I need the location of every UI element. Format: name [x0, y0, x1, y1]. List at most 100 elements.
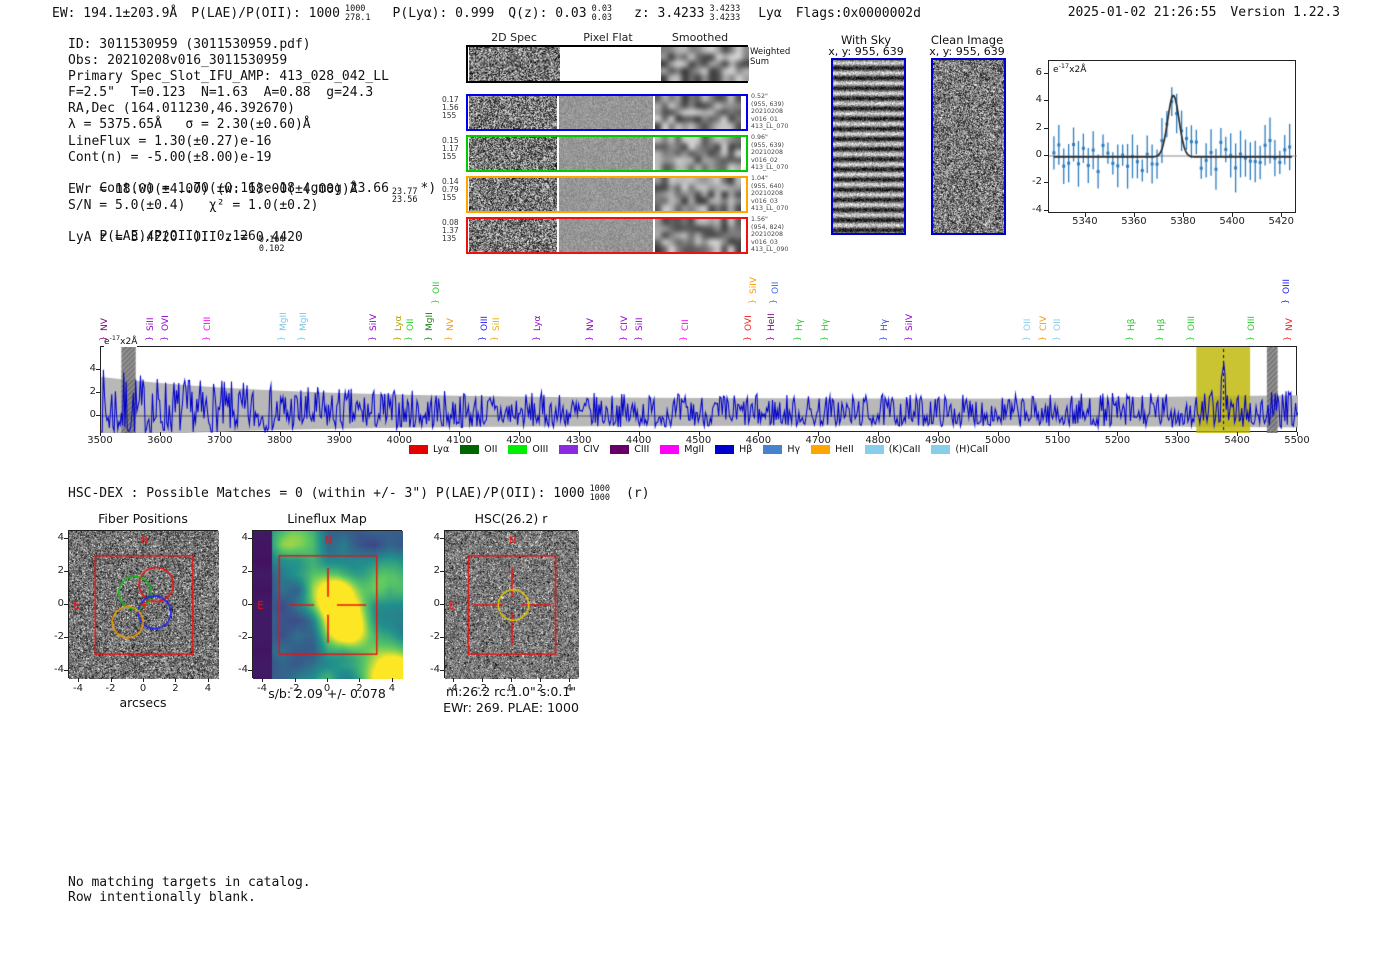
axis-tick-label: -2: [238, 630, 248, 642]
spec2d-row-weights: 0.08 1.37 135: [442, 218, 459, 243]
line-label-bracket: {: [618, 335, 628, 342]
legend-item: OIII: [508, 444, 548, 455]
spec2d-image: [469, 47, 560, 81]
legend-label: CIII: [634, 444, 650, 455]
info-photometry: F=2.5" T=0.123 N=1.63 A=0.88 g=24.3: [68, 85, 374, 101]
header-z: z: 3.4233: [634, 6, 705, 21]
legend-swatch: [408, 445, 428, 454]
header-plae-fraction: 1000 278.1: [344, 4, 371, 23]
col-header-pixelflat: Pixel Flat: [583, 31, 633, 44]
axis-tick-label: 0: [241, 598, 248, 609]
axis-tick-mark: [327, 678, 328, 682]
axis-tick-label: 3900: [326, 435, 353, 446]
axis-tick-label: -2: [476, 683, 487, 694]
axis-tick-label: -4: [1032, 203, 1042, 215]
axis-tick-label: 4400: [625, 435, 652, 446]
info-plae-fraction: 0.164 0.102: [258, 235, 285, 254]
spec2d-row: [466, 217, 748, 254]
axis-tick-label: 4: [241, 532, 248, 544]
line-label-bracket: {: [878, 335, 888, 342]
header-flags: Flags:0x0000002d: [795, 6, 921, 21]
axis-tick-label: -2: [105, 683, 116, 694]
line-label-bracket: {: [1283, 335, 1293, 342]
axis-tick-mark: [1084, 213, 1086, 217]
axis-tick-mark: [452, 678, 454, 682]
legend-label: Hβ: [739, 444, 753, 455]
header-version: Version 1.22.3: [1230, 5, 1340, 20]
legend-label: OIII: [532, 444, 549, 455]
axis-tick-label: 4: [1035, 94, 1042, 106]
axis-tick-mark: [569, 678, 571, 682]
legend-swatch: [660, 445, 680, 454]
axis-tick-label: 4300: [566, 435, 592, 446]
axis-tick-mark: [391, 678, 393, 682]
axis-tick-label: 2: [172, 683, 179, 694]
axis-tick-mark: [1057, 432, 1059, 436]
header-qz-fraction: 0.03 0.03: [591, 4, 613, 23]
cleanimage-title: Clean Image: [930, 33, 1004, 47]
axis-tick-mark: [818, 432, 820, 436]
emission-line-label: SiIV: [749, 276, 760, 294]
emission-line-label: OVI: [744, 315, 755, 331]
hsc-cutout-title: HSC(26.2) r: [474, 511, 548, 526]
line-label-bracket: {: [765, 335, 775, 342]
axis-tick-label: 3600: [147, 435, 173, 446]
axis-tick-mark: [64, 636, 68, 638]
emission-line-label: HeII: [767, 313, 778, 331]
axis-tick-label: 4000: [386, 435, 412, 446]
axis-tick-label: 4: [204, 683, 212, 694]
axis-tick-label: 0: [89, 409, 96, 420]
header-ew: EW: 194.1±203.9Å: [52, 6, 178, 21]
axis-tick-label: 0: [1035, 149, 1042, 160]
axis-tick-mark: [96, 392, 100, 393]
spec2d-row-weights: 0.17 1.56 155: [442, 95, 459, 120]
axis-tick-mark: [96, 369, 100, 370]
axis-tick-mark: [248, 669, 252, 671]
legend-item: CIV: [559, 444, 599, 455]
line-label-bracket: {: [1245, 335, 1255, 342]
info-sn-chi2: S/N = 5.0(±0.4) χ² = 1.0(±0.2): [68, 197, 319, 213]
axis-tick-mark: [518, 432, 520, 436]
legend-label: CIV: [583, 444, 600, 455]
spec2d-row-weights: 0.14 0.79 155: [442, 177, 459, 202]
hsc-cutout-canvas: [445, 531, 579, 679]
axis-tick-label: 5100: [1044, 435, 1071, 446]
axis-tick-label: 0: [57, 598, 64, 609]
axis-tick-label: 4200: [506, 435, 532, 446]
axis-tick-label: 5360: [1121, 216, 1147, 227]
axis-tick-mark: [110, 678, 112, 682]
axis-tick-label: -4: [73, 683, 84, 694]
axis-tick-mark: [279, 432, 281, 436]
smoothed-image: [655, 137, 741, 170]
fiber-positions-panel: [68, 530, 219, 679]
legend-swatch: [508, 445, 528, 454]
axis-tick-mark: [96, 415, 100, 416]
legend-label: Hγ: [787, 444, 801, 455]
axis-tick-label: 4: [388, 683, 396, 694]
axis-tick-label: 3800: [266, 435, 293, 446]
info-redshifts: LyA z = 3.4220 OII z = 0.4420: [68, 230, 303, 246]
axis-tick-label: 0: [507, 683, 515, 694]
info-lambda-sigma: λ = 5375.65Å σ = 2.30(±0.60)Å: [68, 117, 311, 133]
clean-image: [933, 60, 1004, 233]
legend-swatch: [931, 445, 951, 454]
emission-line-label: OVI: [161, 315, 172, 331]
axis-tick-label: 2: [57, 565, 64, 577]
legend-label: (H)CaII: [955, 444, 989, 455]
axis-tick-label: 5000: [985, 435, 1011, 446]
axis-tick-mark: [1044, 182, 1048, 184]
legend-label: MgII: [684, 444, 705, 455]
withsky-title: With Sky: [840, 33, 892, 47]
spec2d-row: [466, 94, 748, 131]
emission-line-label: OIII: [1187, 315, 1198, 331]
emission-line-label: Hγ: [794, 318, 805, 331]
emission-line-label: NV: [1284, 318, 1295, 331]
fiber-positions-canvas: [69, 531, 219, 679]
axis-tick-mark: [248, 538, 252, 540]
info-plae-poii: P(LAE)/P(OII): 0.126 0.164 0.102: [99, 229, 285, 254]
emission-line-label: Hβ: [1126, 318, 1137, 331]
axis-tick-mark: [64, 604, 68, 605]
legend-swatch: [610, 445, 630, 454]
lineflux-map-panel: [252, 530, 403, 679]
emission-line-label: CII: [680, 319, 691, 331]
